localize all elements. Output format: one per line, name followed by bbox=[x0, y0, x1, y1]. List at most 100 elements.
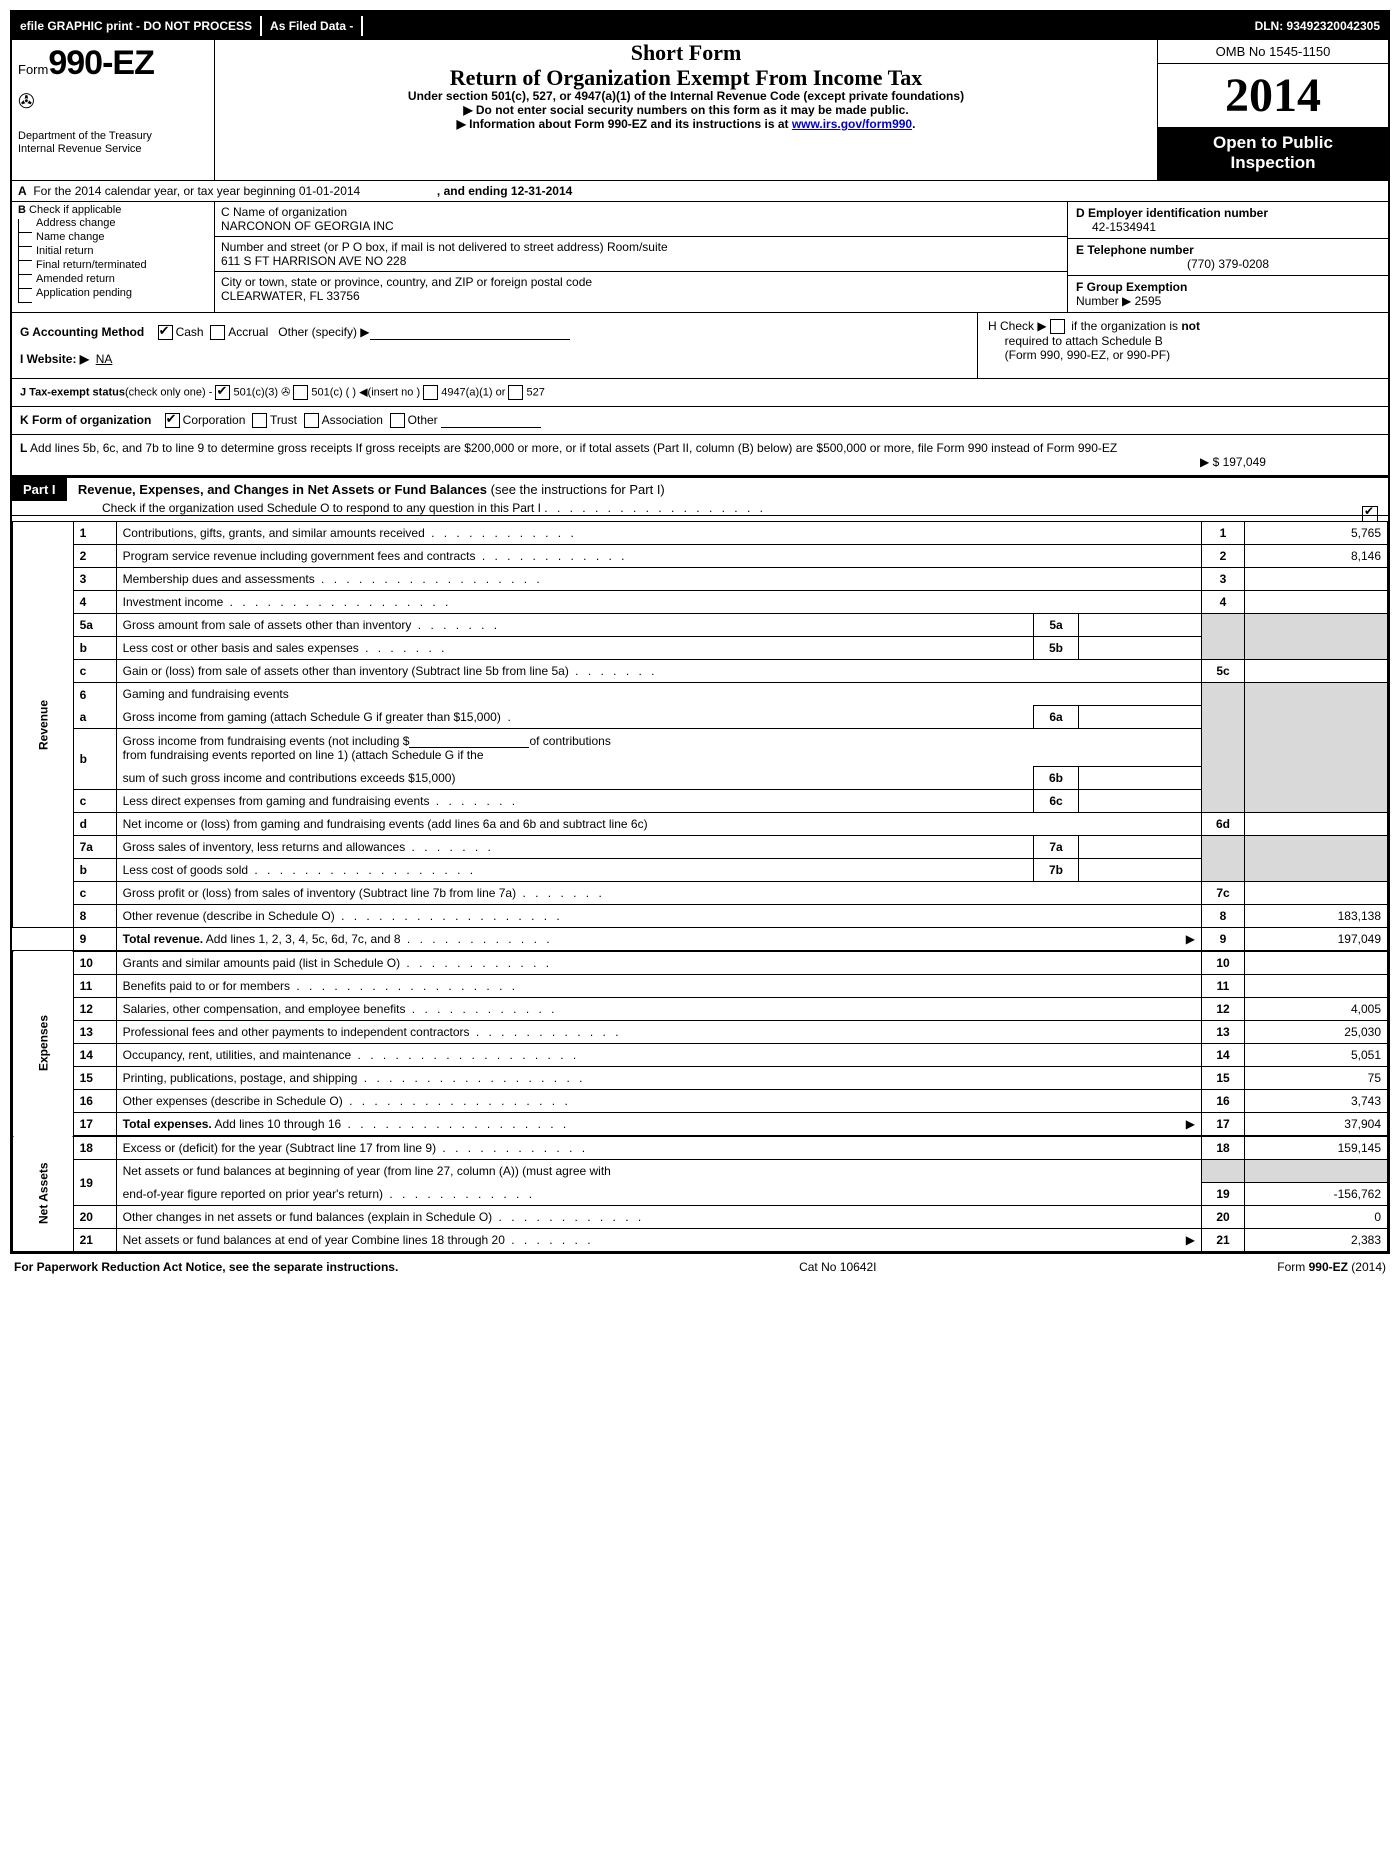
a8: 183,138 bbox=[1245, 905, 1388, 928]
r19: 19 bbox=[1202, 1182, 1245, 1205]
section-a-ending: , and ending 12-31-2014 bbox=[437, 184, 572, 198]
cb-schedo[interactable] bbox=[1362, 506, 1378, 522]
header-right: OMB No 1545-1150 2014 Open to Public Ins… bbox=[1157, 40, 1388, 180]
sr7b: 7b bbox=[1034, 859, 1079, 882]
cb-trust[interactable] bbox=[252, 413, 267, 428]
cb-corp[interactable] bbox=[165, 413, 180, 428]
fr-pre: Form bbox=[1277, 1260, 1308, 1274]
cb-other-org[interactable] bbox=[390, 413, 405, 428]
a18: 159,145 bbox=[1245, 1136, 1388, 1160]
d6b1: Gross income from fundraising events (no… bbox=[123, 734, 410, 748]
a1: 5,765 bbox=[1245, 522, 1388, 545]
a20: 0 bbox=[1245, 1205, 1388, 1228]
org-name: NARCONON OF GEORGIA INC bbox=[221, 219, 394, 233]
d9: Total revenue. bbox=[123, 932, 203, 946]
cb-4947[interactable] bbox=[423, 385, 438, 400]
cb-501c[interactable] bbox=[293, 385, 308, 400]
cb-accrual[interactable] bbox=[210, 325, 225, 340]
d6b-wrap: Gross income from fundraising events (no… bbox=[116, 729, 1201, 767]
top-mid: As Filed Data - bbox=[260, 16, 363, 36]
k-other-fill[interactable] bbox=[441, 413, 541, 428]
d6: Gaming and fundraising events bbox=[116, 683, 1201, 706]
side-net: Net Assets bbox=[13, 1136, 74, 1251]
cb-amended[interactable] bbox=[18, 275, 32, 289]
d13: Professional fees and other payments to … bbox=[123, 1025, 622, 1039]
j2: 501(c) ( ) ◀(insert no ) bbox=[311, 387, 420, 399]
fill6b[interactable] bbox=[409, 733, 529, 748]
d6b2: of contributions bbox=[529, 734, 610, 748]
b-item-4: Amended return bbox=[36, 273, 115, 285]
header-center: Short Form Return of Organization Exempt… bbox=[215, 40, 1157, 180]
f-label2: Number ▶ bbox=[1076, 294, 1131, 308]
spacer bbox=[363, 23, 1246, 29]
cb-address-change[interactable] bbox=[18, 219, 32, 233]
d1: Contributions, gifts, grants, and simila… bbox=[123, 526, 577, 540]
n12: 12 bbox=[73, 998, 116, 1021]
d6d: Net income or (loss) from gaming and fun… bbox=[116, 813, 1201, 836]
arrow17: ▶ bbox=[1186, 1117, 1195, 1131]
dln: DLN: 93492320042305 bbox=[1247, 16, 1388, 36]
street-label: Number and street (or P O box, if mail i… bbox=[221, 240, 668, 254]
d8: Other revenue (describe in Schedule O) bbox=[123, 909, 563, 923]
cb-501c3[interactable] bbox=[215, 385, 230, 400]
section-h: H Check ▶ if the organization is not req… bbox=[977, 313, 1388, 378]
sv6b bbox=[1079, 767, 1202, 790]
website: NA bbox=[96, 352, 113, 366]
footer-mid: Cat No 10642I bbox=[398, 1260, 1277, 1274]
side-revenue: Revenue bbox=[13, 522, 74, 928]
cb-app-pending[interactable] bbox=[18, 289, 32, 303]
r9: 9 bbox=[1202, 928, 1245, 952]
cb-527[interactable] bbox=[508, 385, 523, 400]
r10: 10 bbox=[1202, 951, 1245, 975]
part1-label: Part I bbox=[12, 478, 67, 501]
cb-initial-return[interactable] bbox=[18, 247, 32, 261]
g-label: G Accounting Method bbox=[20, 325, 144, 339]
cb-final-return[interactable] bbox=[18, 261, 32, 275]
a2: 8,146 bbox=[1245, 545, 1388, 568]
cb-sched-b[interactable] bbox=[1050, 319, 1065, 334]
r3: 3 bbox=[1202, 568, 1245, 591]
n21: 21 bbox=[73, 1228, 116, 1251]
cb-cash[interactable] bbox=[158, 325, 173, 340]
n3: 3 bbox=[73, 568, 116, 591]
d6b4: sum of such gross income and contributio… bbox=[116, 767, 1033, 790]
part1-title-bold: Revenue, Expenses, and Changes in Net As… bbox=[78, 482, 487, 497]
n5a: 5a bbox=[73, 614, 116, 637]
greya19 bbox=[1245, 1160, 1388, 1183]
j3: 4947(a)(1) or bbox=[441, 387, 505, 399]
ein: 42-1534941 bbox=[1076, 220, 1156, 234]
n9: 9 bbox=[73, 928, 116, 952]
n7b: b bbox=[73, 859, 116, 882]
r14: 14 bbox=[1202, 1044, 1245, 1067]
n11: 11 bbox=[73, 975, 116, 998]
a11 bbox=[1245, 975, 1388, 998]
d6c: Less direct expenses from gaming and fun… bbox=[123, 794, 519, 808]
l-amount: ▶ $ 197,049 bbox=[1200, 441, 1380, 469]
d12: Salaries, other compensation, and employ… bbox=[123, 1002, 558, 1016]
irs-link[interactable]: www.irs.gov/form990 bbox=[792, 117, 912, 131]
d5c: Gain or (loss) from sale of assets other… bbox=[123, 664, 658, 678]
b-intro: Check if applicable bbox=[29, 204, 121, 216]
greya6 bbox=[1245, 683, 1388, 813]
d10: Grants and similar amounts paid (list in… bbox=[123, 956, 552, 970]
l-text: Add lines 5b, 6c, and 7b to line 9 to de… bbox=[30, 441, 1117, 455]
cb-name-change[interactable] bbox=[18, 233, 32, 247]
inspection-l2: Inspection bbox=[1230, 153, 1315, 172]
j-label: J Tax-exempt status bbox=[20, 387, 125, 399]
r6d: 6d bbox=[1202, 813, 1245, 836]
d17b: Add lines 10 through 16 bbox=[212, 1117, 569, 1131]
a15: 75 bbox=[1245, 1067, 1388, 1090]
arrow21: ▶ bbox=[1186, 1233, 1195, 1247]
short-form-label: Short Form bbox=[225, 40, 1147, 66]
side-expenses: Expenses bbox=[13, 951, 74, 1136]
sr5a: 5a bbox=[1034, 614, 1079, 637]
n14: 14 bbox=[73, 1044, 116, 1067]
b-item-2: Initial return bbox=[36, 245, 93, 257]
b-item-1: Name change bbox=[36, 231, 105, 243]
irs-icon: ✇ bbox=[281, 387, 290, 399]
a10 bbox=[1245, 951, 1388, 975]
g-other-fill[interactable] bbox=[370, 325, 570, 340]
a21: 2,383 bbox=[1245, 1228, 1388, 1251]
f-label: F Group Exemption bbox=[1076, 280, 1187, 294]
cb-assoc[interactable] bbox=[304, 413, 319, 428]
